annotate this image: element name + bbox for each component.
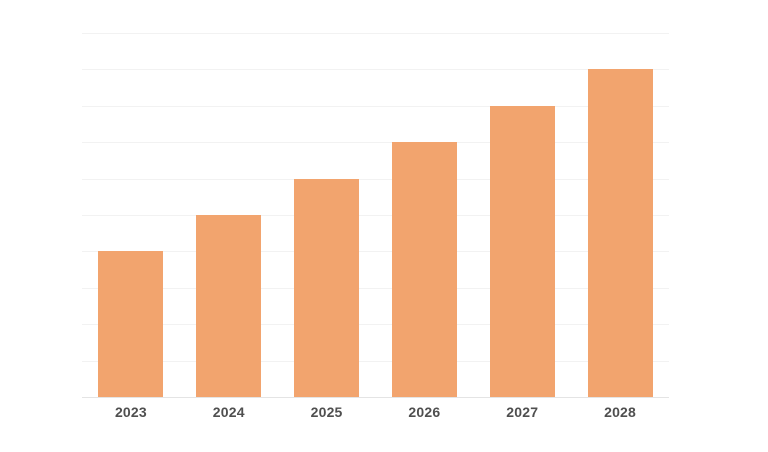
x-axis-line xyxy=(82,397,669,398)
bar-slot xyxy=(82,33,180,397)
gridline xyxy=(82,178,669,180)
bar-2024[interactable] xyxy=(196,215,262,397)
x-axis-label: 2027 xyxy=(506,404,539,420)
bars xyxy=(82,33,669,397)
gridline xyxy=(82,324,669,326)
gridline xyxy=(82,360,669,362)
bar-2025[interactable] xyxy=(294,178,360,397)
bar-slot xyxy=(473,33,571,397)
bar-slot xyxy=(571,33,669,397)
gridline xyxy=(82,69,669,71)
plot-area xyxy=(82,33,669,398)
bar-slot xyxy=(375,33,473,397)
gridline xyxy=(82,33,669,34)
gridline xyxy=(82,215,669,216)
bar-2023[interactable] xyxy=(98,251,164,397)
x-axis-label: 2025 xyxy=(310,404,343,420)
gridline xyxy=(82,287,669,289)
bar-2028[interactable] xyxy=(587,69,653,397)
bar-slot xyxy=(278,33,376,397)
x-axis: 2023 2024 2025 2026 2027 2028 xyxy=(82,404,669,420)
gridline xyxy=(82,105,669,107)
gridline xyxy=(82,142,669,144)
x-axis-label: 2026 xyxy=(408,404,441,420)
x-axis-label: 2024 xyxy=(212,404,245,420)
x-axis-label: 2023 xyxy=(114,404,147,420)
x-axis-label: 2028 xyxy=(604,404,637,420)
bar-slot xyxy=(180,33,278,397)
gridline xyxy=(82,251,669,253)
bar-2027[interactable] xyxy=(489,105,555,397)
bar-2026[interactable] xyxy=(391,142,457,397)
